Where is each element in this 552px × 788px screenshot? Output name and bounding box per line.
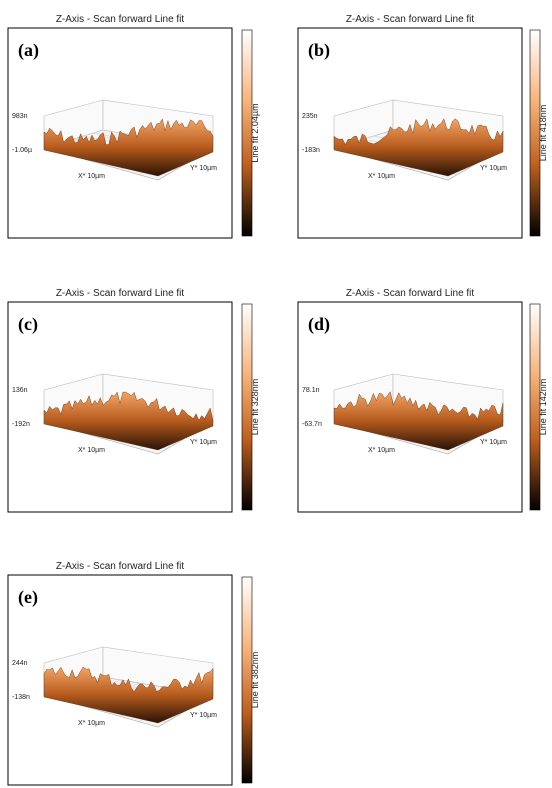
panel-label: (a) [18, 40, 39, 61]
panel-title: Z-Axis - Scan forward Line fit [346, 14, 475, 25]
surface [43, 118, 214, 177]
x-axis-label: X* 10µm [78, 720, 105, 727]
colorbar [241, 303, 253, 511]
panel: Z-Axis - Scan forward Line fit (d) 78.1n -6… [297, 288, 548, 513]
panel: Z-Axis - Scan forward Line fit (a) 983n -1.… [7, 14, 260, 239]
surface [333, 391, 504, 451]
surface [43, 666, 214, 724]
panel-label: (c) [18, 314, 38, 335]
z-min-label: -192n [12, 421, 30, 428]
panel-title: Z-Axis - Scan forward Line fit [346, 288, 475, 299]
y-axis-label: Y* 10µm [480, 439, 507, 446]
panel-label: (e) [18, 587, 38, 608]
surface [333, 118, 504, 177]
colorbar [241, 29, 253, 237]
colorbar [529, 303, 541, 511]
panel-title: Z-Axis - Scan forward Line fit [56, 14, 185, 25]
colorbar [241, 576, 253, 784]
x-axis-label: X* 10µm [368, 447, 395, 454]
y-axis-label: Y* 10µm [190, 439, 217, 446]
panel: Z-Axis - Scan forward Line fit (e) 244n -13… [7, 561, 260, 786]
panel-label: (b) [308, 40, 330, 61]
colorbar [529, 29, 541, 237]
panel-title: Z-Axis - Scan forward Line fit [56, 561, 185, 572]
z-max-label: 235n [302, 113, 318, 120]
x-axis-label: X* 10µm [368, 173, 395, 180]
surface [43, 391, 214, 451]
colorbar-label: Line fit 2.04µm [250, 103, 260, 162]
colorbar-label: Line fit 328nm [250, 379, 260, 436]
colorbar-label: Line fit 142nm [538, 379, 548, 436]
y-axis-label: Y* 10µm [480, 165, 507, 172]
z-min-label: -183n [302, 147, 320, 154]
panel: Z-Axis - Scan forward Line fit (c) 136n -19… [7, 288, 260, 513]
panel: Z-Axis - Scan forward Line fit (b) 235n -18… [297, 14, 548, 239]
z-max-label: 983n [12, 113, 28, 120]
x-axis-label: X* 10µm [78, 447, 105, 454]
z-min-label: -63.7n [302, 421, 322, 428]
y-axis-label: Y* 10µm [190, 712, 217, 719]
z-max-label: 244n [12, 660, 28, 667]
panel-label: (d) [308, 314, 330, 335]
colorbar-label: Line fit 418nm [538, 105, 548, 162]
z-max-label: 136n [12, 387, 28, 394]
z-min-label: -1.06µ [12, 147, 32, 154]
colorbar-label: Line fit 382nm [250, 652, 260, 709]
z-max-label: 78.1n [302, 387, 320, 394]
z-min-label: -138n [12, 694, 30, 701]
x-axis-label: X* 10µm [78, 173, 105, 180]
y-axis-label: Y* 10µm [190, 165, 217, 172]
panel-title: Z-Axis - Scan forward Line fit [56, 288, 185, 299]
